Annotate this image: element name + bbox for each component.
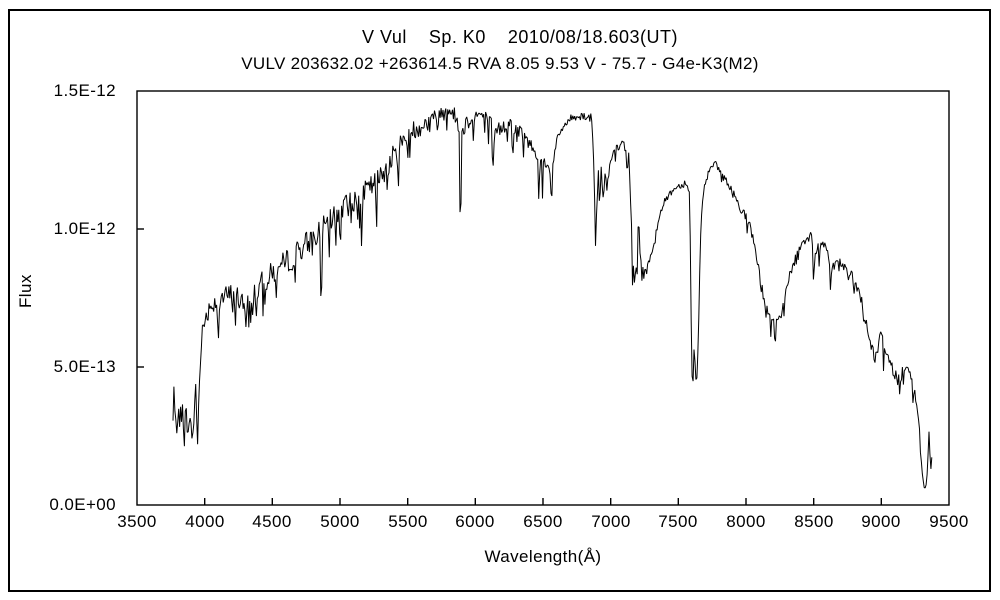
- x-tick-label: 8500: [794, 512, 834, 531]
- x-tick-label: 5000: [320, 512, 360, 531]
- y-axis-title: Flux: [16, 274, 35, 308]
- x-axis-ticks: [203, 498, 882, 505]
- y-axis-ticks: [137, 228, 144, 368]
- x-tick-label: 7000: [591, 512, 631, 531]
- x-tick-label: 4000: [185, 512, 225, 531]
- chart-title: V Vul Sp. K0 2010/08/18.603(UT): [361, 27, 678, 47]
- x-tick-label: 9500: [929, 512, 969, 531]
- spectrum-trace: [172, 107, 933, 489]
- x-tick-label: 4500: [252, 512, 292, 531]
- y-tick-label: 0.0E+00: [49, 495, 116, 514]
- x-tick-label: 6000: [455, 512, 495, 531]
- x-tick-label: 3500: [117, 512, 157, 531]
- x-axis-title: Wavelength(Å): [484, 547, 602, 566]
- x-tick-label: 7500: [658, 512, 698, 531]
- chart-subtitle: VULV 203632.02 +263614.5 RVA 8.05 9.53 V…: [241, 54, 759, 73]
- x-tick-label: 6500: [523, 512, 563, 531]
- x-tick-label: 8000: [726, 512, 766, 531]
- plot-border: [136, 90, 950, 506]
- y-tick-label: 5.0E-13: [53, 357, 116, 376]
- outer-border: [8, 9, 991, 592]
- y-tick-label: 1.5E-12: [53, 81, 116, 100]
- x-tick-label: 9000: [861, 512, 901, 531]
- y-tick-label: 1.0E-12: [53, 219, 116, 238]
- x-tick-label: 5500: [388, 512, 428, 531]
